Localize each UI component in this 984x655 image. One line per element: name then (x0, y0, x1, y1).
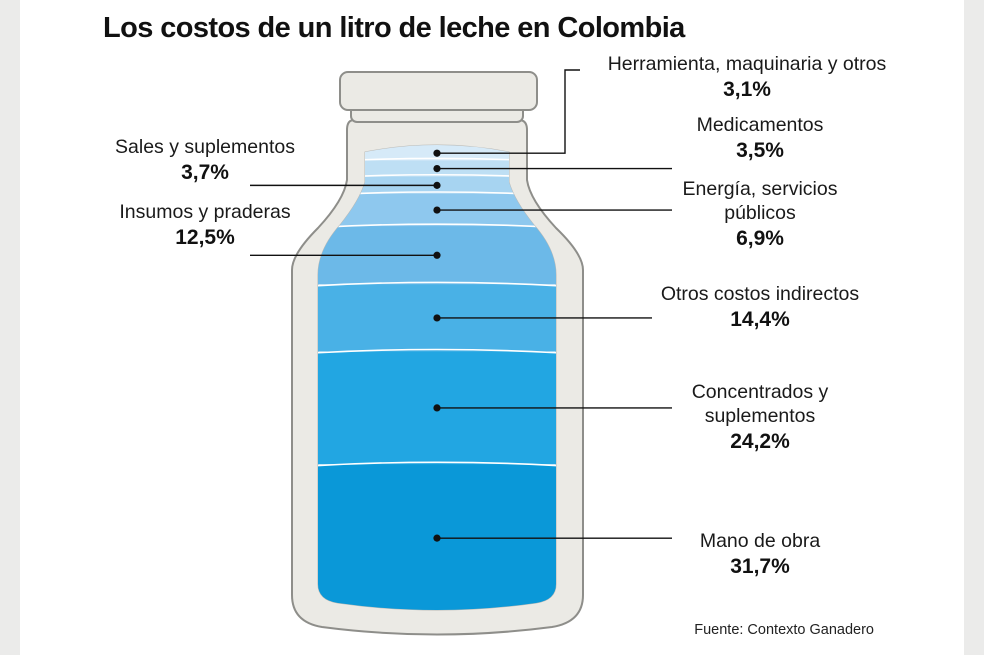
label-insumos-y-praderas: Insumos y praderas 12,5% (119, 201, 290, 249)
value-insumos-y-praderas: 12,5% (175, 226, 235, 249)
value-concentrados-y-suplementos: 24,2% (730, 430, 790, 453)
separator-medicamentos (318, 173, 556, 184)
label-mano-de-obra: Mano de obra 31,7% (700, 530, 820, 578)
label-otros-costos-indirectos: Otros costos indirectos 14,4% (661, 283, 860, 331)
value-mano-de-obra: 31,7% (730, 555, 790, 578)
separator-energia-servicios-publicos (318, 223, 556, 233)
separator-sales-y-suplementos (318, 191, 556, 201)
value-sales-y-suplementos: 3,7% (181, 161, 229, 184)
label-medicamentos: Medicamentos 3,5% (697, 114, 824, 162)
separator-otros-costos-indirectos (318, 348, 556, 359)
separator-herramienta-maquinaria-y-otros (318, 157, 556, 168)
bottle-cap-top (339, 71, 538, 111)
value-energia-servicios-publicos: 6,9% (736, 227, 784, 250)
label-sales-y-suplementos: Sales y suplementos 3,7% (115, 136, 295, 184)
leader-herramienta-maquinaria-y-otros (437, 69, 580, 154)
label-concentrados-y-suplementos: Concentrados y suplementos 24,2% (692, 381, 829, 453)
chart-title: Los costos de un litro de leche en Colom… (103, 12, 685, 44)
value-otros-costos-indirectos: 14,4% (730, 308, 790, 331)
separator-concentrados-y-suplementos (318, 461, 556, 472)
segment-mano-de-obra (318, 462, 556, 610)
source-note: Fuente: Contexto Ganadero (694, 622, 874, 638)
label-herramienta-maquinaria-y-otros: Herramienta, maquinaria y otros 3,1% (608, 53, 887, 101)
separator-insumos-y-praderas (318, 281, 556, 292)
value-herramienta-maquinaria-y-otros: 3,1% (723, 78, 771, 101)
value-medicamentos: 3,5% (736, 139, 784, 162)
label-energia-servicios-publicos: Energía, servicios públicos 6,9% (683, 178, 838, 250)
